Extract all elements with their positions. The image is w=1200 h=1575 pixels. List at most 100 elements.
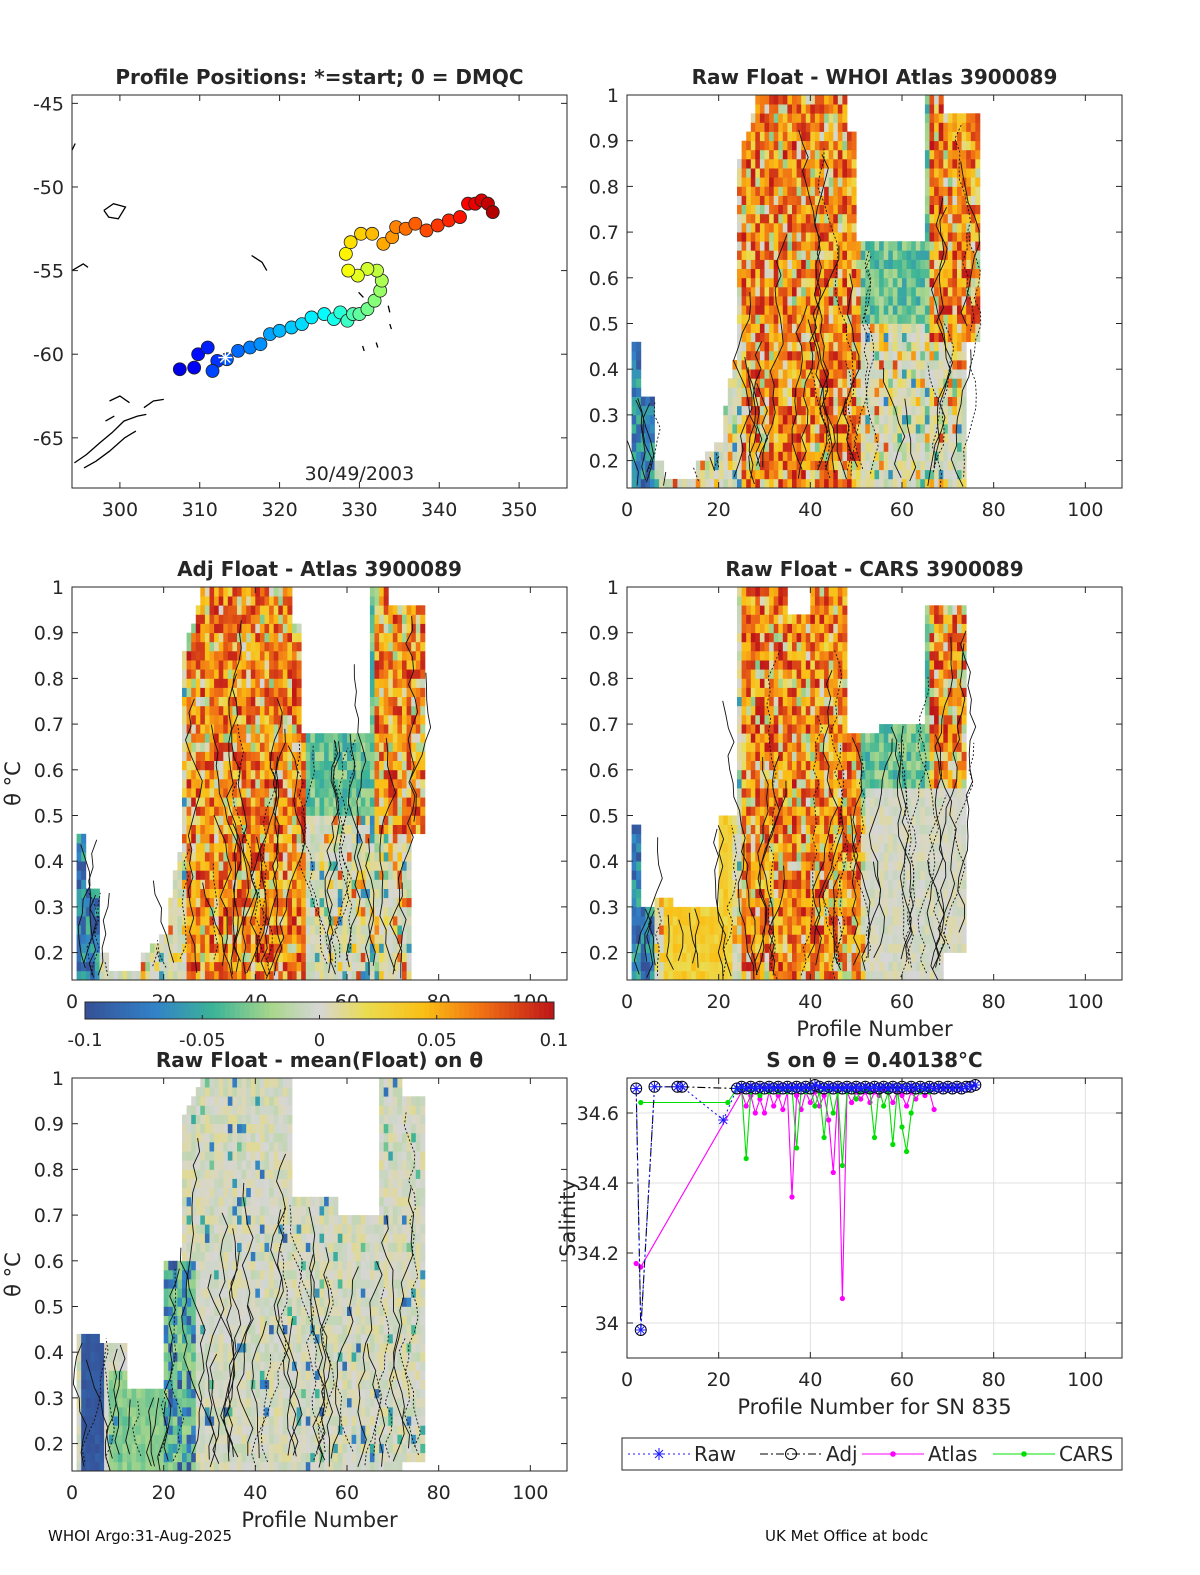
heatmap-cell: [200, 623, 206, 634]
heatmap-cell: [769, 195, 775, 205]
heatmap-cell: [741, 168, 747, 178]
heatmap-cell: [636, 906, 642, 917]
heatmap-cell: [934, 113, 940, 123]
heatmap-cell: [287, 751, 293, 761]
heatmap-cell: [241, 669, 247, 679]
heatmap-cell: [218, 751, 224, 761]
heatmap-cell: [264, 815, 270, 825]
heatmap-cell: [750, 888, 756, 899]
heatmap-cell: [131, 970, 137, 980]
heatmap-cell: [792, 268, 797, 279]
heatmap-cell: [246, 906, 252, 917]
heatmap-cell: [975, 314, 981, 324]
heatmap-cell: [292, 651, 297, 661]
heatmap-cell: [792, 232, 797, 242]
heatmap-cell: [837, 232, 843, 242]
heatmap-cell: [947, 140, 953, 151]
coastline: [83, 430, 137, 469]
heatmap-cell: [750, 641, 756, 652]
heatmap-cell: [677, 478, 683, 488]
heatmap-cell: [301, 733, 307, 743]
heatmap-cell: [209, 861, 215, 871]
heatmap-cell: [792, 387, 797, 397]
heatmap-cell: [755, 341, 761, 352]
heatmap-cell: [792, 460, 797, 471]
heatmap-cell: [292, 660, 297, 670]
start-marker: [219, 352, 231, 364]
heatmap-cell: [374, 952, 380, 963]
heatmap-cell: [237, 916, 242, 926]
heatmap-cell: [915, 405, 921, 416]
heatmap-cell: [837, 149, 843, 160]
heatmap-cell: [287, 943, 293, 953]
heatmap-cell: [869, 259, 875, 269]
heatmap-cell: [310, 833, 316, 844]
y-tick-label: 0.5: [589, 313, 619, 335]
heatmap-cell: [805, 159, 811, 169]
heatmap-cell: [934, 213, 940, 224]
heatmap-cell: [975, 268, 981, 279]
heatmap-cell: [237, 696, 242, 707]
heatmap-cell: [319, 815, 325, 825]
heatmap-cell: [636, 952, 642, 963]
heatmap-cell: [415, 733, 421, 743]
heatmap-cell: [764, 897, 770, 908]
heatmap-cell: [333, 842, 339, 853]
heatmap-cell: [943, 286, 949, 297]
heatmap-cell: [837, 241, 843, 251]
heatmap-cell: [255, 861, 261, 871]
heatmap-cell: [929, 341, 935, 352]
heatmap-cell: [237, 605, 242, 615]
heatmap-cell: [961, 277, 967, 288]
heatmap-cell: [755, 268, 761, 279]
heatmap-cell: [264, 596, 270, 606]
heatmap-cell: [943, 396, 949, 407]
heatmap-cell: [792, 314, 797, 324]
heatmap-cell: [911, 478, 917, 488]
heatmap-cell: [237, 596, 242, 606]
heatmap-cell: [860, 350, 866, 361]
heatmap-cell: [631, 879, 637, 889]
heatmap-cell: [264, 641, 270, 652]
heatmap-cell: [379, 614, 385, 624]
contour-line: [692, 467, 699, 482]
heatmap-cell: [805, 140, 811, 151]
heatmap-cell: [842, 414, 848, 425]
heatmap-cell: [847, 332, 852, 343]
heatmap-cell: [874, 396, 880, 407]
heatmap-cell: [929, 332, 935, 343]
heatmap-cell: [351, 952, 357, 963]
heatmap-cell: [847, 241, 852, 251]
heatmap-cell: [686, 934, 692, 944]
heatmap-cell: [259, 906, 265, 917]
heatmap-cell: [278, 651, 284, 661]
heatmap-cell: [287, 970, 293, 980]
heatmap-cell: [764, 469, 770, 480]
heatmap-cell: [851, 451, 857, 461]
heatmap-cell: [769, 286, 775, 297]
heatmap-cell: [824, 369, 830, 379]
heatmap-cell: [920, 250, 926, 260]
heatmap-cell: [750, 587, 756, 597]
heatmap-cell: [741, 414, 747, 425]
heatmap-cell: [301, 852, 307, 862]
heatmap-cell: [360, 916, 366, 926]
heatmap-cell: [237, 742, 242, 752]
heatmap-cell: [824, 131, 830, 142]
heatmap-cell: [737, 660, 742, 670]
heatmap-cell: [833, 104, 839, 114]
heatmap-cell: [264, 842, 270, 853]
heatmap-cell: [663, 897, 669, 908]
heatmap-cell: [310, 751, 316, 761]
heatmap-cell: [383, 897, 389, 908]
heatmap-cell: [727, 852, 733, 862]
heatmap-cell: [741, 669, 747, 679]
heatmap-cell: [778, 332, 784, 343]
heatmap-cell: [737, 833, 742, 844]
heatmap-cell: [737, 387, 742, 397]
heatmap-cell: [191, 970, 197, 980]
heatmap-cell: [411, 769, 417, 780]
heatmap-cell: [645, 396, 651, 407]
heatmap-cell: [420, 641, 426, 652]
heatmap-cell: [204, 897, 210, 908]
